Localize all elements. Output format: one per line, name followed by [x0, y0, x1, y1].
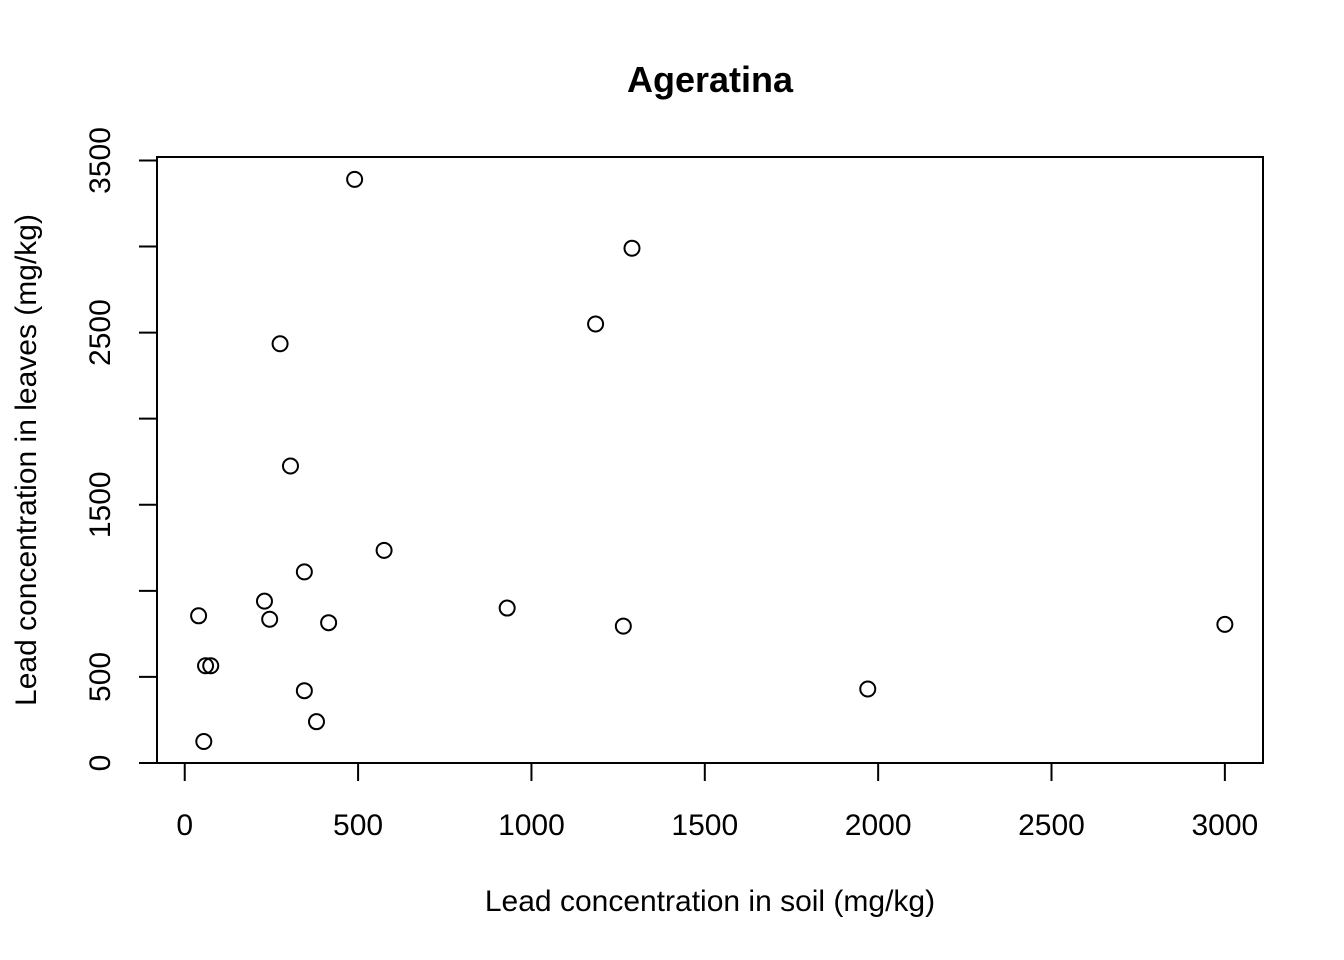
data-point [197, 657, 215, 675]
x-tick-label: 2500 [1018, 809, 1085, 842]
data-point [195, 732, 213, 750]
data-point [281, 457, 299, 475]
data-point [202, 657, 220, 675]
plot-frame [156, 156, 1264, 764]
y-tick-label: 2500 [84, 299, 117, 366]
x-axis: 0 500 1000 1500 2000 2500 3000 [176, 762, 1258, 842]
data-point [498, 599, 516, 617]
x-tick-label: 1000 [498, 809, 565, 842]
y-tick-label: 500 [84, 652, 117, 702]
data-point [295, 563, 313, 581]
data-point [295, 682, 313, 700]
data-point [587, 315, 605, 333]
data-point [859, 680, 877, 698]
y-tick-label: 3500 [84, 127, 117, 194]
y-tick-label: 0 [84, 755, 117, 772]
data-point [614, 617, 632, 635]
data-point [320, 614, 338, 632]
data-point [255, 592, 273, 610]
data-point [307, 713, 325, 731]
data-point [623, 239, 641, 257]
data-point [1216, 615, 1234, 633]
chart-title: Ageratina [627, 59, 794, 100]
y-axis: 0 500 1500 2500 3500 [84, 127, 158, 772]
data-point [190, 607, 208, 625]
data-point [375, 541, 393, 559]
data-points [190, 170, 1234, 750]
data-point [346, 170, 364, 188]
x-tick-label: 3000 [1191, 809, 1258, 842]
x-tick-label: 0 [176, 809, 193, 842]
x-tick-label: 1500 [671, 809, 738, 842]
data-point [271, 335, 289, 353]
y-tick-label: 1500 [84, 471, 117, 538]
x-tick-label: 2000 [845, 809, 912, 842]
y-axis-label: Lead concentration in leaves (mg/kg) [10, 214, 43, 706]
x-axis-label: Lead concentration in soil (mg/kg) [485, 885, 935, 918]
x-tick-label: 500 [333, 809, 383, 842]
data-point [261, 610, 279, 628]
